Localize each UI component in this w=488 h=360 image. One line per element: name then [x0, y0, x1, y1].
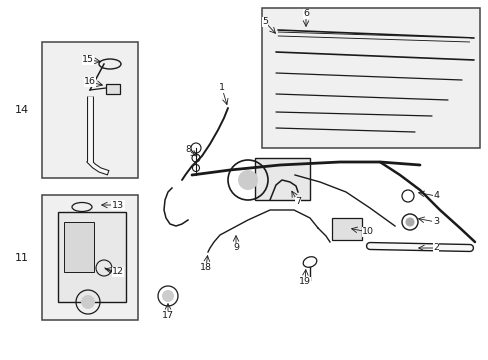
Text: 7: 7: [294, 198, 301, 207]
Text: 14: 14: [15, 105, 29, 115]
Text: 1: 1: [219, 84, 224, 93]
Text: 5: 5: [262, 18, 267, 27]
Text: 3: 3: [432, 217, 438, 226]
Text: 6: 6: [303, 9, 308, 18]
Bar: [42, 195, 138, 320]
Text: 11: 11: [15, 253, 29, 263]
Text: 9: 9: [232, 243, 239, 252]
Text: 10: 10: [361, 228, 373, 237]
Bar: [42, 42, 138, 178]
Text: 19: 19: [298, 278, 310, 287]
Bar: [331, 218, 361, 240]
Text: 18: 18: [200, 264, 212, 273]
Text: 17: 17: [162, 311, 174, 320]
Bar: [106, 84, 120, 94]
Bar: [254, 158, 309, 200]
Circle shape: [162, 290, 174, 302]
Text: 8: 8: [184, 145, 191, 154]
Circle shape: [405, 218, 413, 226]
Bar: [58, 212, 126, 302]
Text: 13: 13: [112, 201, 124, 210]
Text: 4: 4: [432, 192, 438, 201]
Bar: [262, 8, 479, 148]
Text: 12: 12: [112, 267, 124, 276]
Circle shape: [238, 170, 258, 190]
Text: 15: 15: [82, 55, 94, 64]
Text: 2: 2: [432, 243, 438, 252]
Text: 16: 16: [84, 77, 96, 86]
Circle shape: [81, 295, 95, 309]
Bar: [64, 222, 94, 272]
